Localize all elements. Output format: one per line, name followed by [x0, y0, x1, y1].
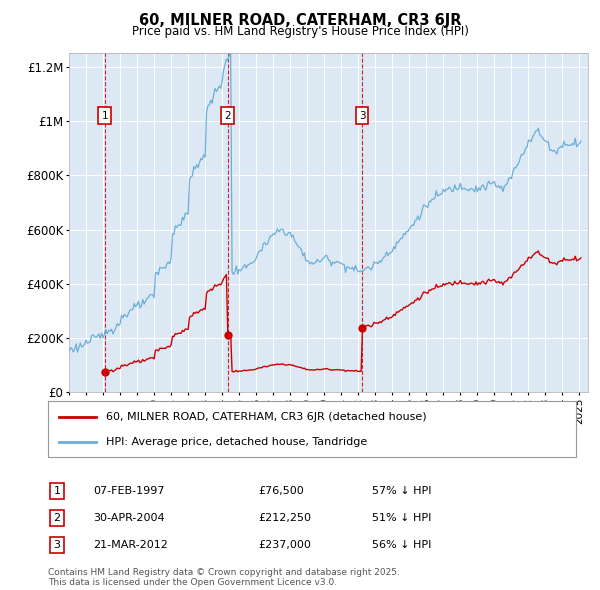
Text: Price paid vs. HM Land Registry's House Price Index (HPI): Price paid vs. HM Land Registry's House …: [131, 25, 469, 38]
Text: 2: 2: [53, 513, 61, 523]
Text: 30-APR-2004: 30-APR-2004: [93, 513, 164, 523]
Text: £76,500: £76,500: [258, 486, 304, 496]
Text: 1: 1: [101, 110, 108, 120]
Text: HPI: Average price, detached house, Tandridge: HPI: Average price, detached house, Tand…: [106, 437, 367, 447]
Text: £237,000: £237,000: [258, 540, 311, 550]
Text: 51% ↓ HPI: 51% ↓ HPI: [372, 513, 431, 523]
Text: 56% ↓ HPI: 56% ↓ HPI: [372, 540, 431, 550]
Text: 2: 2: [224, 110, 231, 120]
Text: 57% ↓ HPI: 57% ↓ HPI: [372, 486, 431, 496]
Text: 07-FEB-1997: 07-FEB-1997: [93, 486, 164, 496]
Text: 3: 3: [359, 110, 365, 120]
Text: £212,250: £212,250: [258, 513, 311, 523]
Text: Contains HM Land Registry data © Crown copyright and database right 2025.
This d: Contains HM Land Registry data © Crown c…: [48, 568, 400, 587]
Text: 60, MILNER ROAD, CATERHAM, CR3 6JR (detached house): 60, MILNER ROAD, CATERHAM, CR3 6JR (deta…: [106, 412, 427, 422]
Text: 60, MILNER ROAD, CATERHAM, CR3 6JR: 60, MILNER ROAD, CATERHAM, CR3 6JR: [139, 13, 461, 28]
Text: 3: 3: [53, 540, 61, 550]
Text: 1: 1: [53, 486, 61, 496]
Text: 21-MAR-2012: 21-MAR-2012: [93, 540, 168, 550]
